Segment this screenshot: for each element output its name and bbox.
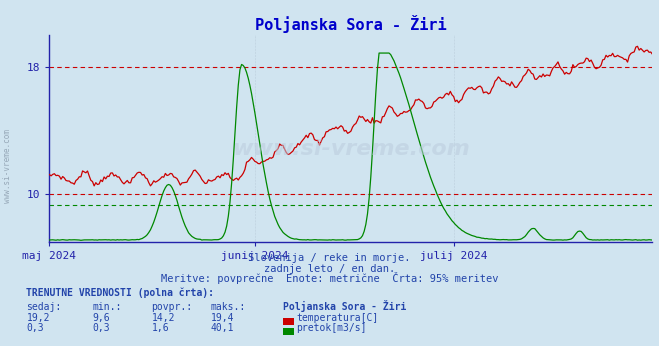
- Text: 1,6: 1,6: [152, 324, 169, 334]
- Text: 14,2: 14,2: [152, 313, 175, 323]
- Title: Poljanska Sora - Žiri: Poljanska Sora - Žiri: [255, 16, 447, 34]
- Text: sedaj:: sedaj:: [26, 302, 61, 312]
- Text: www.si-vreme.com: www.si-vreme.com: [232, 139, 470, 159]
- Text: TRENUTNE VREDNOSTI (polna črta):: TRENUTNE VREDNOSTI (polna črta):: [26, 287, 214, 298]
- Text: Poljanska Sora - Žiri: Poljanska Sora - Žiri: [283, 300, 407, 312]
- Text: min.:: min.:: [92, 302, 122, 312]
- Text: 0,3: 0,3: [92, 324, 110, 334]
- Text: 19,4: 19,4: [211, 313, 235, 323]
- Text: Meritve: povprečne  Enote: metrične  Črta: 95% meritev: Meritve: povprečne Enote: metrične Črta:…: [161, 272, 498, 284]
- Text: povpr.:: povpr.:: [152, 302, 192, 312]
- Text: temperatura[C]: temperatura[C]: [297, 313, 379, 323]
- Text: 19,2: 19,2: [26, 313, 50, 323]
- Text: Slovenija / reke in morje.: Slovenija / reke in morje.: [248, 253, 411, 263]
- Text: www.si-vreme.com: www.si-vreme.com: [3, 129, 13, 203]
- Text: 9,6: 9,6: [92, 313, 110, 323]
- Text: maks.:: maks.:: [211, 302, 246, 312]
- Text: zadnje leto / en dan.: zadnje leto / en dan.: [264, 264, 395, 274]
- Text: 0,3: 0,3: [26, 324, 44, 334]
- Text: 40,1: 40,1: [211, 324, 235, 334]
- Text: pretok[m3/s]: pretok[m3/s]: [297, 324, 367, 334]
